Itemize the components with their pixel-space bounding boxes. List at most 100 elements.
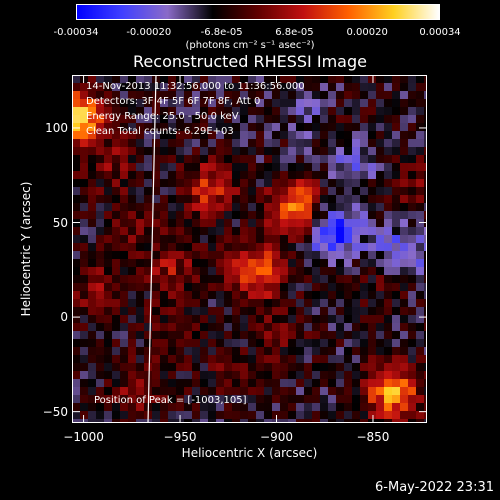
heatmap-cell bbox=[72, 171, 81, 180]
heatmap-cell bbox=[392, 307, 401, 316]
heatmap-cell bbox=[248, 187, 257, 196]
heatmap-cell bbox=[336, 267, 345, 276]
heatmap-cell bbox=[192, 395, 201, 404]
heatmap-cell bbox=[280, 155, 289, 164]
heatmap-cell bbox=[168, 387, 177, 396]
heatmap-cell bbox=[112, 411, 121, 420]
heatmap-cell bbox=[328, 115, 337, 124]
heatmap-cell bbox=[256, 355, 265, 364]
heatmap-cell bbox=[328, 411, 337, 420]
heatmap-cell bbox=[176, 251, 185, 260]
heatmap-cell bbox=[256, 83, 265, 92]
heatmap-cell bbox=[160, 235, 169, 244]
heatmap-cell bbox=[360, 299, 369, 308]
heatmap-cell bbox=[136, 251, 145, 260]
heatmap-cell bbox=[360, 387, 369, 396]
heatmap-cell bbox=[384, 283, 393, 292]
heatmap-cell bbox=[160, 203, 169, 212]
heatmap-cell bbox=[416, 163, 425, 172]
heatmap-cell bbox=[104, 171, 113, 180]
heatmap-cell bbox=[96, 403, 105, 412]
heatmap-cell bbox=[416, 131, 425, 140]
heatmap-cell bbox=[408, 163, 417, 172]
heatmap-cell bbox=[224, 243, 233, 252]
heatmap-cell bbox=[112, 235, 121, 244]
heatmap-cell bbox=[360, 275, 369, 284]
heatmap-cell bbox=[280, 403, 289, 412]
heatmap-cell bbox=[320, 171, 329, 180]
heatmap-cell bbox=[128, 75, 137, 84]
heatmap-cell bbox=[112, 243, 121, 252]
heatmap-cell bbox=[304, 203, 313, 212]
heatmap-cell bbox=[96, 211, 105, 220]
heatmap-cell bbox=[80, 307, 89, 316]
x-axis-label: Heliocentric X (arcsec) bbox=[181, 446, 318, 460]
heatmap-cell bbox=[96, 347, 105, 356]
heatmap-cell bbox=[168, 83, 177, 92]
heatmap-cell bbox=[416, 299, 425, 308]
heatmap-cell bbox=[144, 339, 153, 348]
heatmap-cell bbox=[128, 259, 137, 268]
heatmap-cell bbox=[152, 411, 161, 420]
heatmap-cell bbox=[280, 179, 289, 188]
heatmap-cell bbox=[96, 355, 105, 364]
heatmap-cell bbox=[96, 299, 105, 308]
heatmap-cell bbox=[208, 203, 217, 212]
heatmap-cell bbox=[184, 259, 193, 268]
heatmap-cell bbox=[392, 227, 401, 236]
heatmap-cell bbox=[248, 75, 257, 84]
heatmap-cell bbox=[336, 219, 345, 228]
heatmap-cell bbox=[416, 371, 425, 380]
heatmap-cell bbox=[304, 139, 313, 148]
heatmap-cell bbox=[256, 107, 265, 116]
heatmap-cell bbox=[392, 315, 401, 324]
heatmap-cell bbox=[320, 179, 329, 188]
heatmap-cell bbox=[416, 331, 425, 340]
heatmap-cell bbox=[304, 291, 313, 300]
heatmap-cell bbox=[208, 235, 217, 244]
heatmap-cell bbox=[264, 251, 273, 260]
heatmap-cell bbox=[232, 227, 241, 236]
heatmap-cell bbox=[384, 155, 393, 164]
heatmap-cell bbox=[96, 235, 105, 244]
heatmap-cell bbox=[416, 91, 425, 100]
heatmap-cell bbox=[376, 267, 385, 276]
heatmap-cell bbox=[368, 219, 377, 228]
heatmap-cell bbox=[104, 115, 113, 124]
heatmap-cell bbox=[200, 395, 209, 404]
heatmap-cell bbox=[72, 163, 81, 172]
heatmap-cell bbox=[320, 203, 329, 212]
heatmap-cell bbox=[88, 243, 97, 252]
heatmap-cell bbox=[400, 355, 409, 364]
heatmap-cell bbox=[232, 411, 241, 420]
heatmap-cell bbox=[360, 195, 369, 204]
heatmap-cell bbox=[248, 227, 257, 236]
heatmap-cell bbox=[408, 347, 417, 356]
heatmap-cell bbox=[408, 387, 417, 396]
heatmap-cell bbox=[120, 315, 129, 324]
heatmap-cell bbox=[112, 83, 121, 92]
heatmap-cell bbox=[400, 267, 409, 276]
heatmap-cell bbox=[248, 267, 257, 276]
heatmap-cell bbox=[112, 387, 121, 396]
heatmap-cell bbox=[312, 395, 321, 404]
heatmap-cell bbox=[216, 323, 225, 332]
heatmap-cell bbox=[144, 203, 153, 212]
heatmap-cell bbox=[368, 147, 377, 156]
heatmap-cell bbox=[136, 307, 145, 316]
heatmap-cell bbox=[360, 163, 369, 172]
heatmap-cell bbox=[168, 219, 177, 228]
heatmap-cell bbox=[80, 315, 89, 324]
heatmap-cell bbox=[280, 107, 289, 116]
heatmap-cell bbox=[280, 227, 289, 236]
heatmap-cell bbox=[240, 107, 249, 116]
heatmap-cell bbox=[376, 363, 385, 372]
heatmap-cell bbox=[304, 379, 313, 388]
heatmap-cell bbox=[320, 99, 329, 108]
heatmap-cell bbox=[120, 259, 129, 268]
heatmap-cell bbox=[216, 331, 225, 340]
heatmap-cell bbox=[344, 323, 353, 332]
heatmap-cell bbox=[120, 83, 129, 92]
heatmap-cell bbox=[400, 235, 409, 244]
heatmap-cell bbox=[232, 179, 241, 188]
